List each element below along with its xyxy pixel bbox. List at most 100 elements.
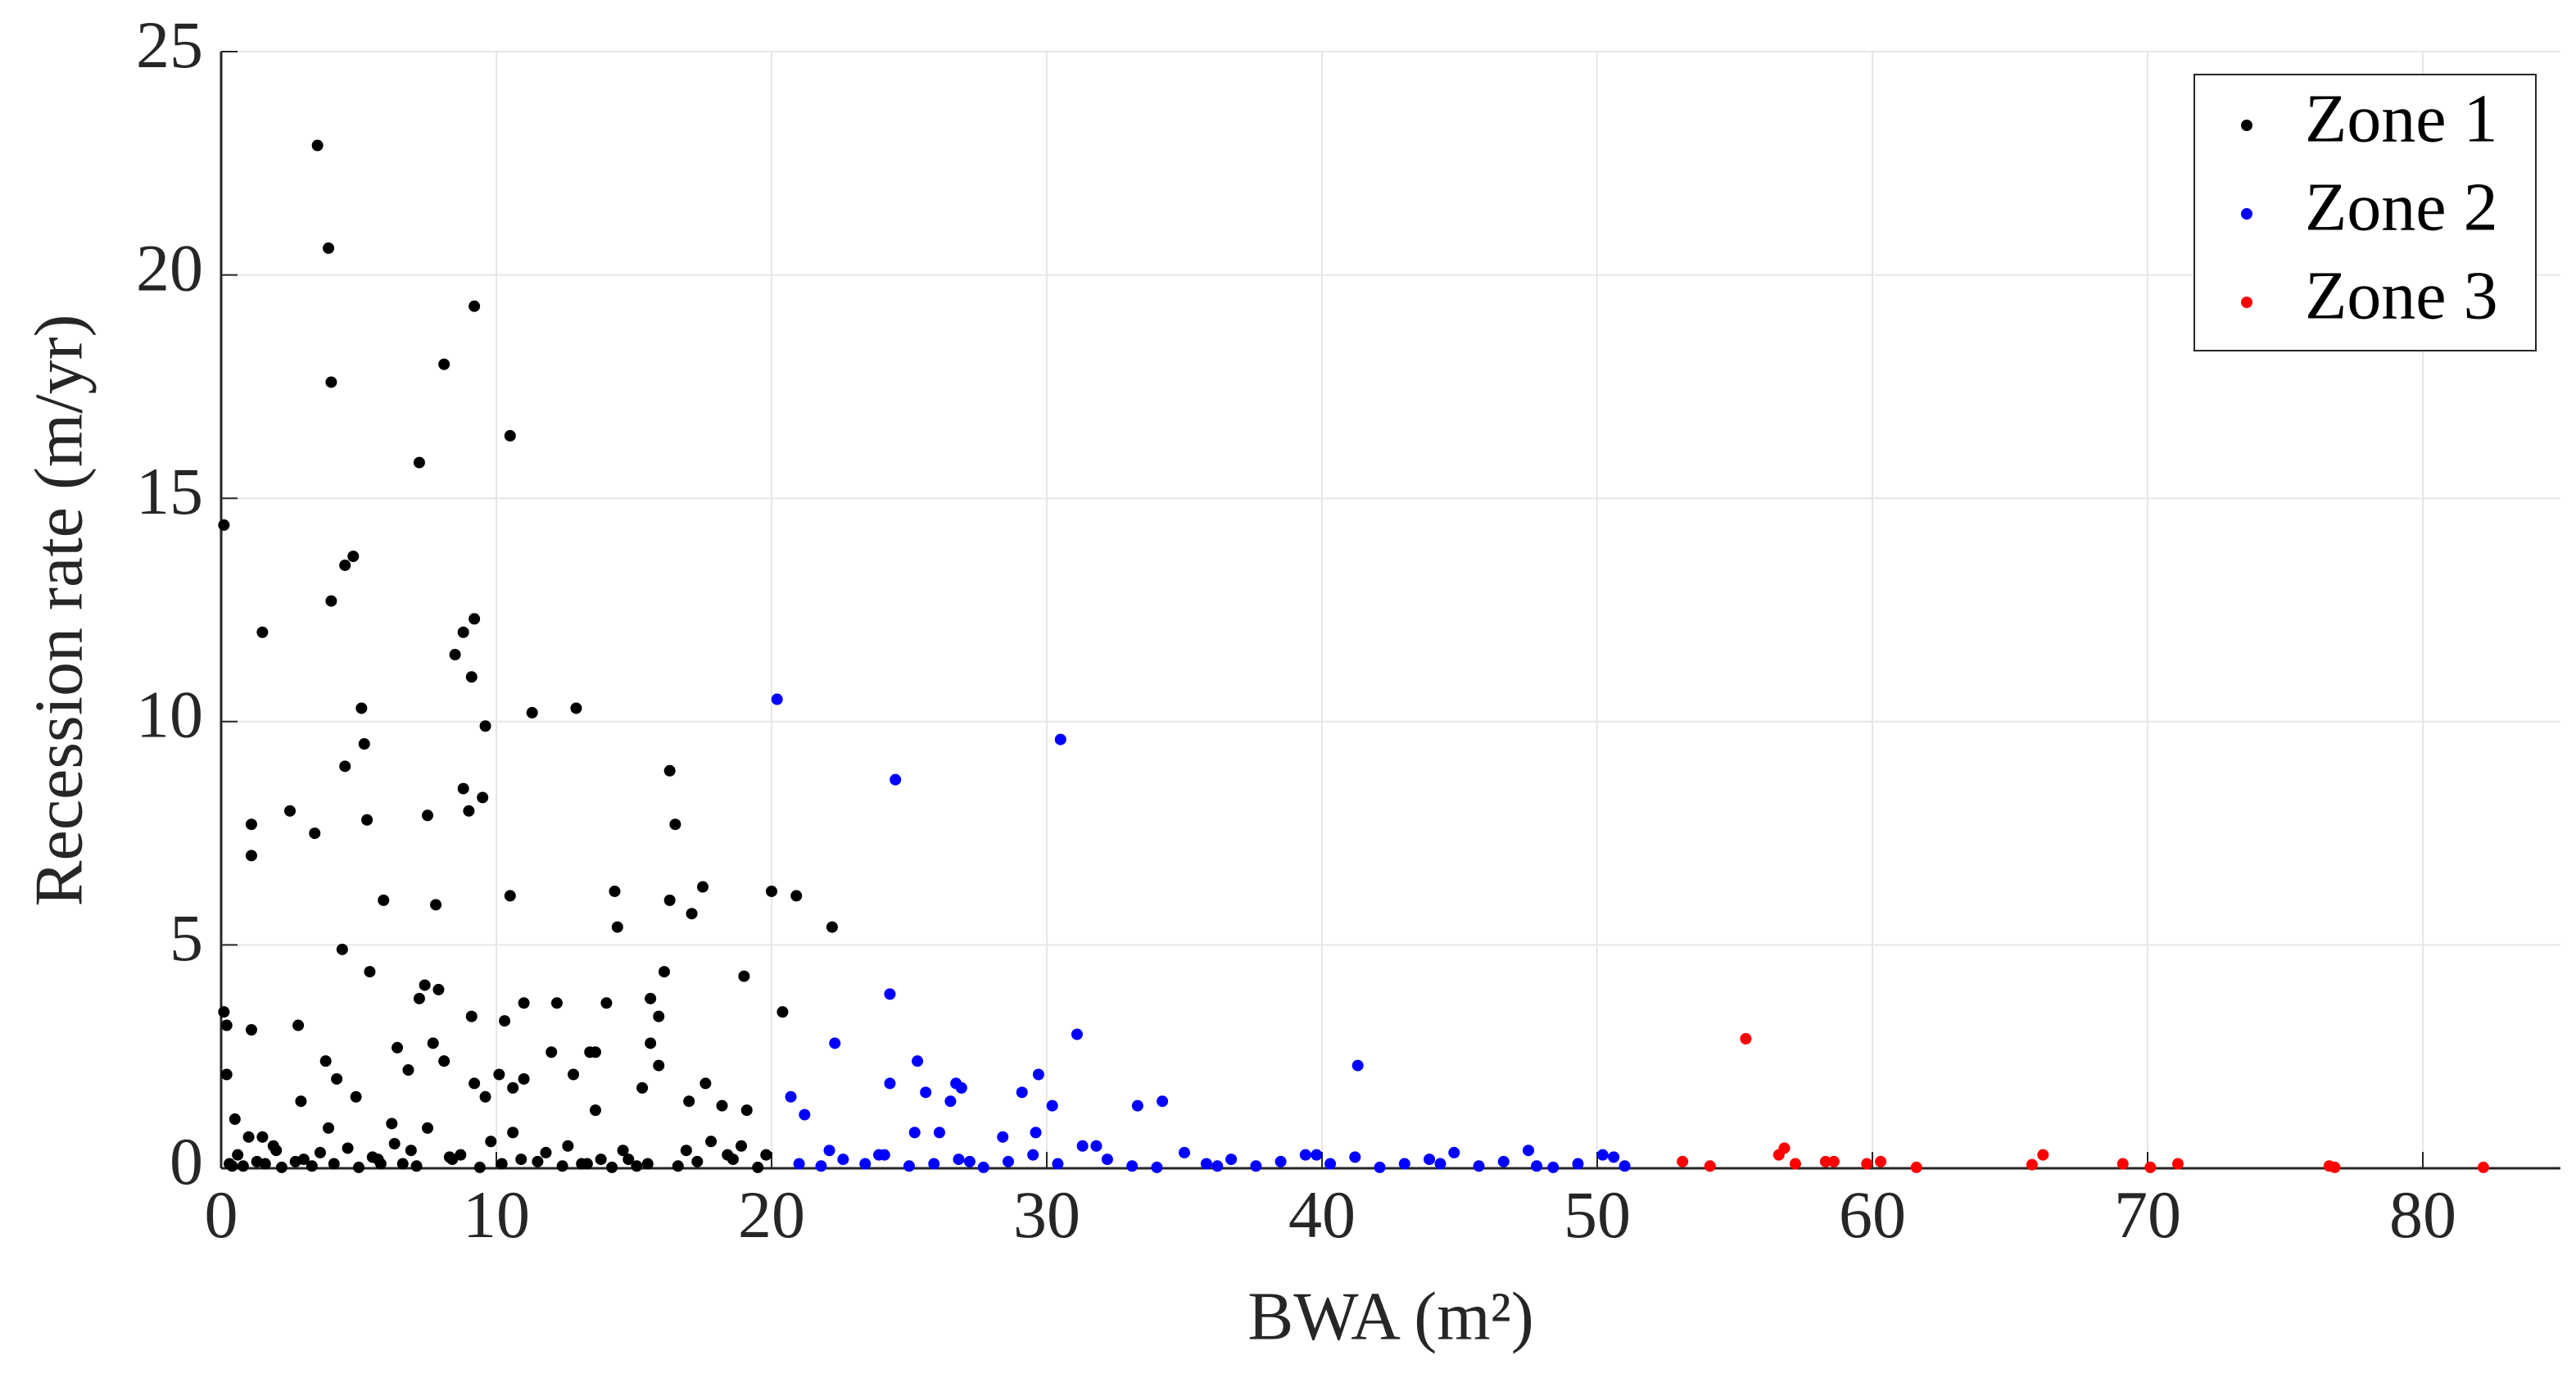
point: [562, 1140, 574, 1152]
point: [631, 1160, 643, 1172]
point: [760, 1149, 772, 1161]
point: [1016, 1086, 1028, 1099]
point: [309, 827, 321, 840]
point: [1531, 1160, 1543, 1172]
point: [1789, 1158, 1801, 1170]
x-tick-label: 80: [2389, 1177, 2456, 1252]
point: [611, 921, 623, 933]
point: [284, 805, 296, 817]
x-axis-label: BWA (m²): [1247, 1278, 1534, 1354]
point: [1910, 1161, 1922, 1173]
point: [311, 139, 324, 152]
point: [2329, 1161, 2341, 1173]
point: [1046, 1099, 1058, 1112]
y-tick-label: 0: [170, 1124, 203, 1199]
point: [410, 1160, 423, 1172]
point: [1151, 1161, 1163, 1173]
point: [799, 1108, 811, 1121]
point: [1200, 1158, 1212, 1170]
point: [699, 1077, 712, 1090]
point: [600, 997, 613, 1009]
point: [1071, 1028, 1083, 1040]
point: [430, 899, 442, 911]
y-tick-label: 25: [136, 7, 203, 82]
point: [518, 1072, 530, 1085]
point: [546, 1046, 558, 1058]
point: [873, 1149, 885, 1161]
point: [1473, 1160, 1485, 1172]
point: [556, 1160, 568, 1172]
point: [366, 1151, 378, 1163]
point: [355, 702, 368, 714]
point: [1704, 1160, 1716, 1172]
point: [963, 1155, 976, 1167]
point: [1778, 1142, 1791, 1154]
point: [645, 992, 657, 1004]
point: [740, 1104, 753, 1117]
point: [1027, 1149, 1039, 1161]
point: [953, 1154, 965, 1166]
point: [1740, 1032, 1752, 1045]
point: [465, 1010, 478, 1022]
point: [463, 805, 475, 817]
point: [785, 1090, 797, 1103]
point: [663, 894, 676, 906]
legend-label: Zone 3: [2305, 257, 2498, 333]
point: [1349, 1151, 1361, 1163]
point: [1311, 1149, 1323, 1161]
y-tick-label: 15: [136, 454, 203, 528]
point: [606, 1161, 618, 1173]
point: [776, 1006, 789, 1018]
point: [237, 1160, 249, 1172]
point: [314, 1146, 326, 1158]
point: [295, 1095, 307, 1108]
y-tick-label: 5: [170, 900, 203, 975]
point: [589, 1046, 601, 1058]
point: [752, 1161, 764, 1173]
point: [507, 1126, 519, 1139]
point: [473, 1161, 486, 1173]
point: [1875, 1155, 1887, 1167]
point: [1126, 1160, 1139, 1172]
point: [392, 1041, 404, 1054]
point: [378, 894, 390, 906]
point: [374, 1158, 387, 1170]
point: [419, 979, 431, 991]
point: [515, 1154, 527, 1166]
point: [251, 1155, 263, 1167]
point: [933, 1126, 945, 1139]
point: [347, 551, 360, 563]
point: [275, 1161, 287, 1173]
point: [1002, 1155, 1014, 1167]
point: [595, 1154, 607, 1166]
point: [229, 1113, 241, 1126]
point: [319, 1055, 332, 1067]
point: [358, 738, 370, 750]
point: [331, 1072, 343, 1085]
point: [829, 1037, 841, 1049]
point: [1547, 1161, 1560, 1173]
point: [716, 1099, 728, 1112]
point: [823, 1145, 835, 1157]
point: [920, 1086, 932, 1099]
point: [1299, 1149, 1311, 1161]
point: [837, 1154, 849, 1166]
point: [672, 1160, 684, 1172]
point: [645, 1037, 657, 1049]
point: [955, 1081, 967, 1094]
legend-label: Zone 1: [2305, 80, 2498, 156]
point: [297, 1154, 310, 1166]
point: [977, 1161, 989, 1173]
point: [256, 626, 269, 638]
point: [532, 1155, 544, 1167]
point: [220, 1019, 233, 1031]
point: [636, 1081, 649, 1094]
point: [658, 966, 670, 978]
point: [1618, 1160, 1631, 1172]
point: [518, 997, 530, 1009]
point: [1131, 1099, 1143, 1112]
x-tick-label: 0: [205, 1177, 238, 1252]
point: [306, 1160, 318, 1172]
x-tick-label: 70: [2114, 1177, 2181, 1252]
